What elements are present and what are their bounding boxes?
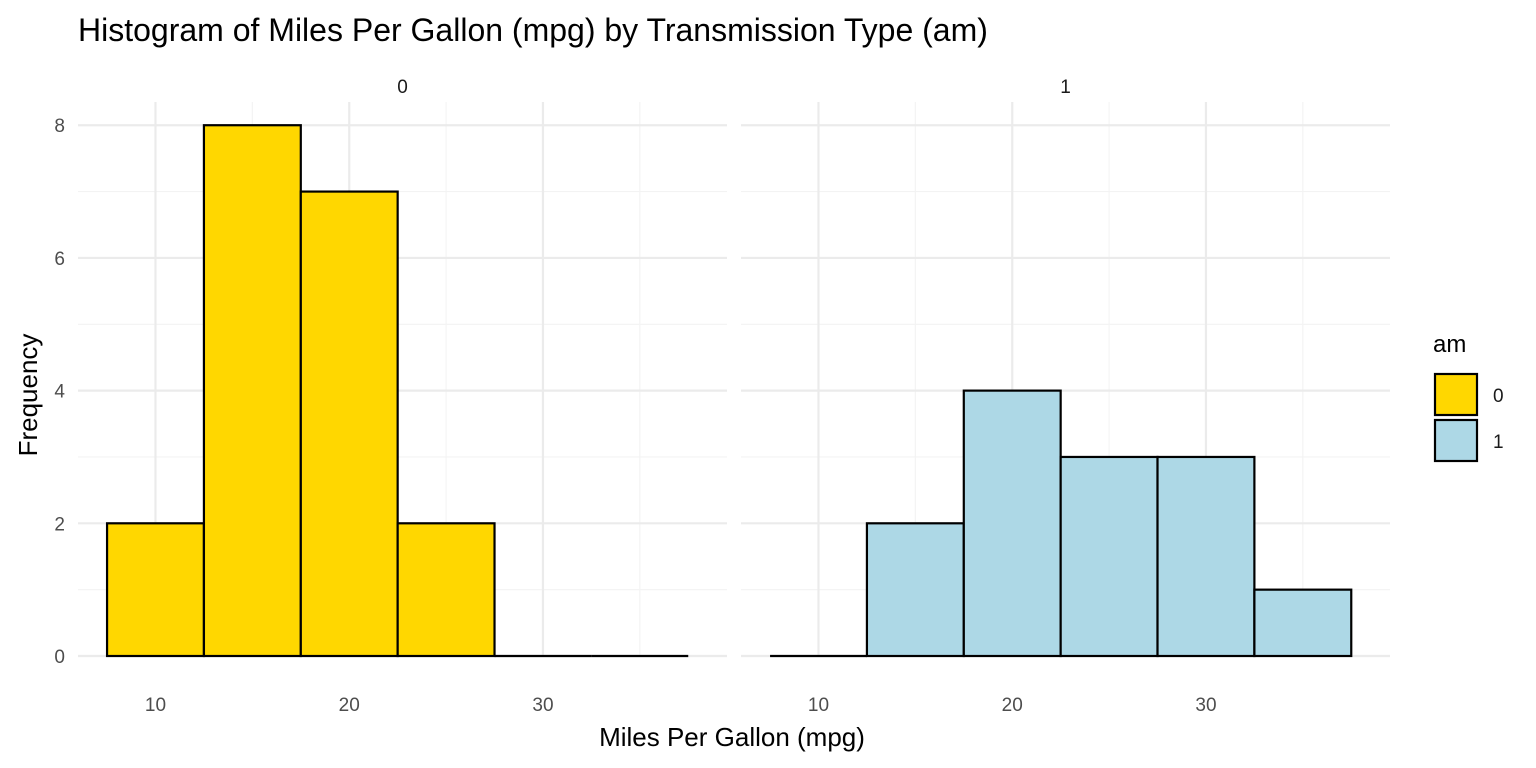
legend-item-1: 1 bbox=[1433, 418, 1504, 463]
histogram-bar bbox=[1156, 455, 1256, 658]
histogram-bar bbox=[202, 124, 302, 658]
facet-panel-1: 1 10 20 30 bbox=[741, 77, 1390, 716]
legend-swatch bbox=[1433, 418, 1479, 463]
facet-strip-label: 0 bbox=[397, 77, 408, 98]
legend-items: 01 bbox=[1433, 372, 1504, 463]
x-tick-label: 20 bbox=[1002, 695, 1023, 716]
x-tick-label: 10 bbox=[808, 695, 829, 716]
histogram-bar bbox=[1059, 455, 1159, 658]
histogram-bar bbox=[396, 522, 496, 658]
chart-title: Histogram of Miles Per Gallon (mpg) by T… bbox=[78, 12, 988, 48]
legend-title: am bbox=[1433, 331, 1466, 358]
histogram-bar bbox=[1253, 588, 1353, 658]
facet-panels: 0 10 20 30 0 2 4 6 8 1 10 20 30 bbox=[54, 77, 1390, 716]
x-tick-label: 20 bbox=[339, 695, 360, 716]
y-tick-label: 2 bbox=[54, 514, 65, 535]
y-tick-label: 4 bbox=[54, 382, 65, 403]
y-tick-label: 6 bbox=[54, 249, 65, 270]
x-tick-label: 30 bbox=[1195, 695, 1216, 716]
histogram-bar bbox=[962, 389, 1062, 658]
facet-panel-0: 0 10 20 30 0 2 4 6 8 bbox=[54, 77, 727, 716]
legend: am 01 bbox=[1433, 331, 1504, 463]
y-tick-label: 8 bbox=[54, 116, 65, 137]
legend-label: 1 bbox=[1493, 432, 1504, 453]
x-axis-title: Miles Per Gallon (mpg) bbox=[599, 722, 865, 752]
x-tick-label: 30 bbox=[532, 695, 553, 716]
histogram-bar bbox=[299, 190, 399, 658]
legend-label: 0 bbox=[1493, 386, 1504, 407]
legend-item-0: 0 bbox=[1433, 372, 1504, 417]
x-tick-label: 10 bbox=[145, 695, 166, 716]
facet-strip-label: 1 bbox=[1060, 77, 1071, 98]
y-tick-label: 0 bbox=[54, 647, 65, 668]
legend-swatch bbox=[1433, 372, 1479, 417]
histogram-bar bbox=[105, 522, 206, 658]
y-axis-title: Frequency bbox=[13, 334, 43, 457]
histogram-bar bbox=[865, 522, 965, 658]
